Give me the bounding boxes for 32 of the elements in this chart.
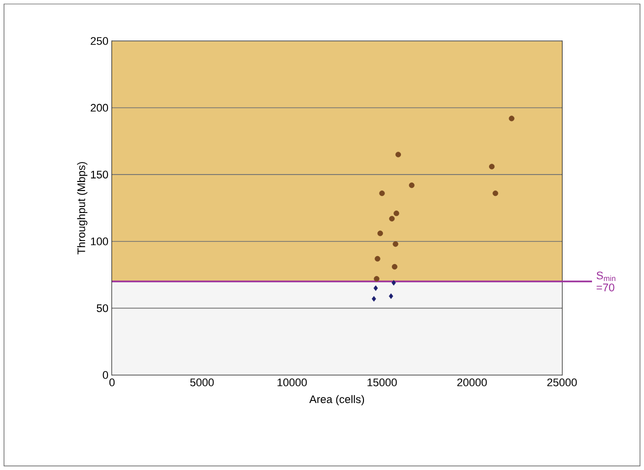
x-tick-label: 10000 [278,378,307,386]
point [492,190,498,196]
point [392,280,396,286]
y-axis-title: Throughput (Mbps) [77,162,88,254]
y-tick-label: 150 [91,170,108,178]
y-tick-label: 100 [91,238,108,246]
y-tick-label: 0 [102,371,108,379]
point [489,164,495,170]
point [377,230,384,236]
point [392,241,398,247]
y-tick-label: 200 [90,104,108,112]
x-tick-label: 20000 [457,378,487,386]
point [508,116,514,122]
point [374,256,380,262]
point [389,216,395,222]
x-tick-label: 25000 [547,378,577,386]
y-tick-label: 250 [90,37,108,45]
point [374,285,378,291]
x-tick-label: 5000 [190,378,214,386]
y-tick-label: 50 [96,304,108,312]
point [372,296,376,302]
x-tick-label: 15000 [368,378,397,386]
x-tick-label: 0 [109,378,115,386]
ref-line-label: S$_{min}$ =70 [596,272,616,292]
point [379,190,385,196]
point [392,264,398,270]
point [374,276,380,282]
point [388,293,394,299]
point [408,182,415,188]
x-axis-title: Area (cells) [309,395,364,406]
point [395,152,402,158]
point [394,210,400,216]
